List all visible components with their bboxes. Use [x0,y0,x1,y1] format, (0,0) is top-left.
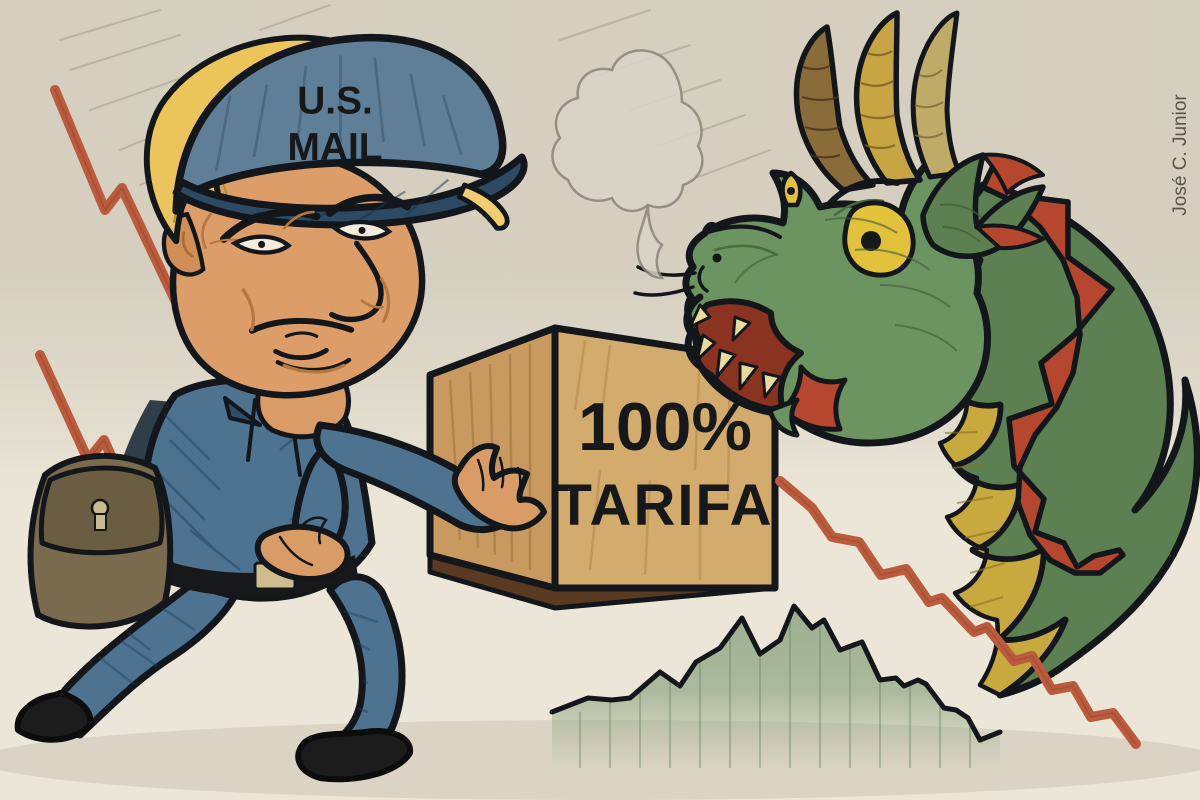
svg-text:100%: 100% [578,389,752,465]
svg-text:TARIFA: TARIFA [556,473,773,538]
svg-text:U.S.: U.S. [297,80,373,123]
svg-text:MAIL: MAIL [287,126,382,169]
svg-text:José C. Junior: José C. Junior [1170,94,1191,216]
